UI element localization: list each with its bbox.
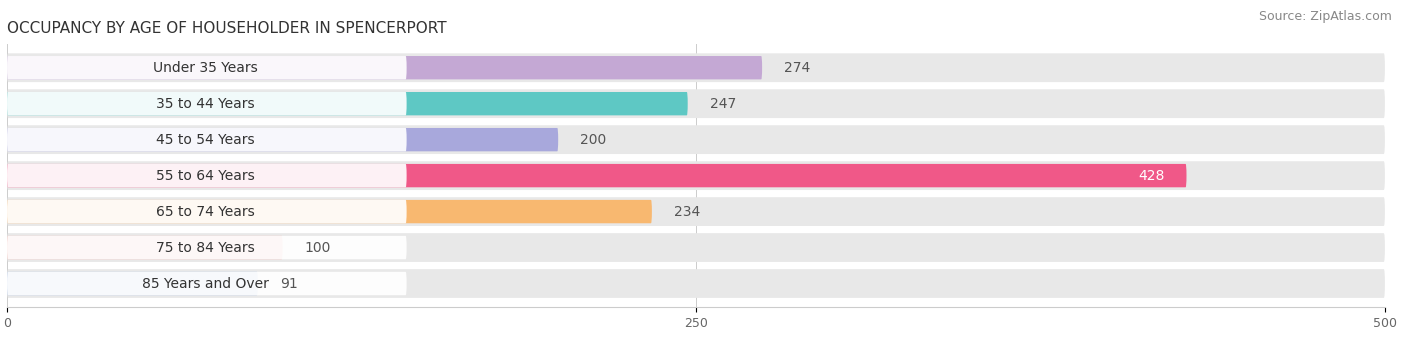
FancyBboxPatch shape	[7, 92, 688, 115]
FancyBboxPatch shape	[7, 56, 406, 79]
Text: Under 35 Years: Under 35 Years	[153, 61, 257, 75]
Text: Source: ZipAtlas.com: Source: ZipAtlas.com	[1258, 10, 1392, 23]
FancyBboxPatch shape	[7, 164, 1187, 187]
Text: 75 to 84 Years: 75 to 84 Years	[156, 240, 254, 254]
Text: 247: 247	[710, 97, 735, 111]
FancyBboxPatch shape	[7, 89, 1385, 118]
FancyBboxPatch shape	[7, 233, 1385, 262]
Text: 234: 234	[673, 205, 700, 219]
FancyBboxPatch shape	[7, 269, 1385, 298]
Text: 200: 200	[581, 133, 606, 147]
Text: 55 to 64 Years: 55 to 64 Years	[156, 168, 254, 183]
FancyBboxPatch shape	[7, 272, 406, 295]
FancyBboxPatch shape	[7, 56, 762, 79]
FancyBboxPatch shape	[7, 164, 406, 187]
Text: 274: 274	[785, 61, 810, 75]
FancyBboxPatch shape	[7, 92, 406, 115]
Text: 65 to 74 Years: 65 to 74 Years	[156, 205, 254, 219]
FancyBboxPatch shape	[7, 53, 1385, 82]
FancyBboxPatch shape	[7, 200, 652, 223]
FancyBboxPatch shape	[7, 128, 558, 151]
FancyBboxPatch shape	[7, 128, 406, 151]
Text: 428: 428	[1137, 168, 1164, 183]
Text: 45 to 54 Years: 45 to 54 Years	[156, 133, 254, 147]
FancyBboxPatch shape	[7, 272, 257, 295]
Text: 35 to 44 Years: 35 to 44 Years	[156, 97, 254, 111]
Text: OCCUPANCY BY AGE OF HOUSEHOLDER IN SPENCERPORT: OCCUPANCY BY AGE OF HOUSEHOLDER IN SPENC…	[7, 21, 447, 36]
FancyBboxPatch shape	[7, 200, 406, 223]
Text: 91: 91	[280, 277, 298, 291]
FancyBboxPatch shape	[7, 161, 1385, 190]
Text: 100: 100	[305, 240, 330, 254]
Text: 85 Years and Over: 85 Years and Over	[142, 277, 269, 291]
FancyBboxPatch shape	[7, 236, 283, 259]
FancyBboxPatch shape	[7, 197, 1385, 226]
FancyBboxPatch shape	[7, 125, 1385, 154]
FancyBboxPatch shape	[7, 236, 406, 259]
